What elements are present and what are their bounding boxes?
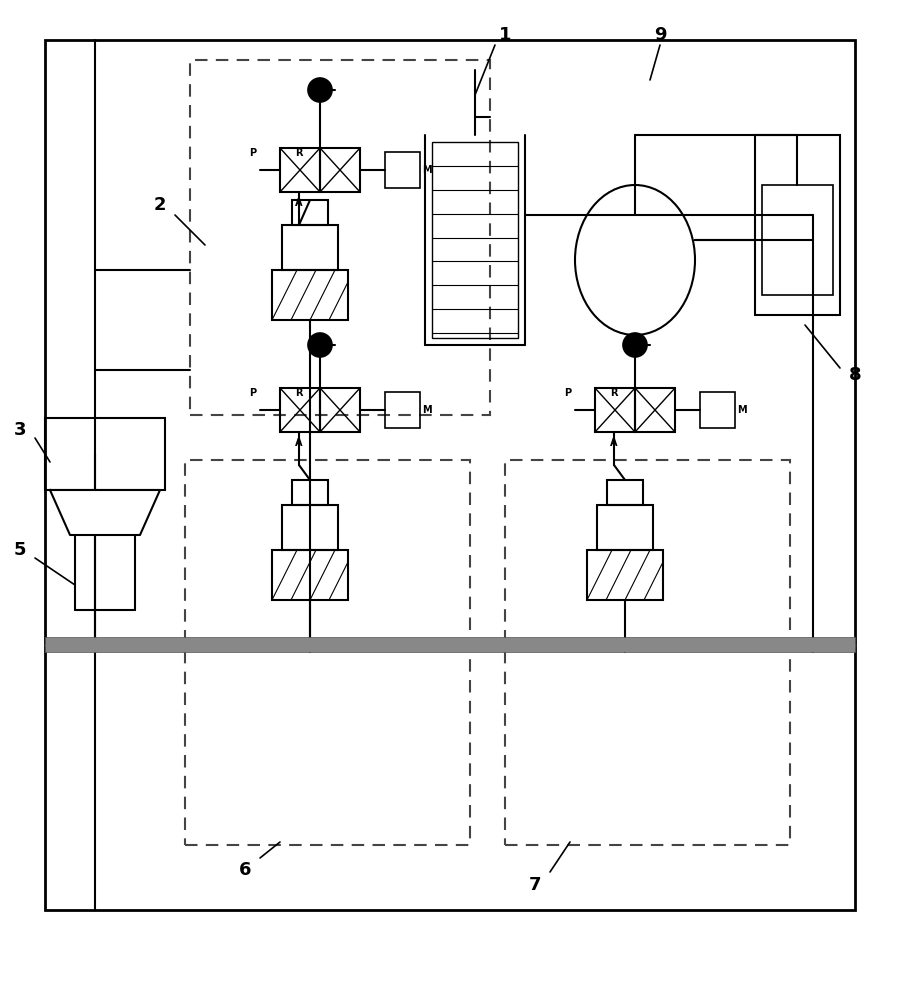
Text: M: M (422, 165, 431, 175)
Circle shape (623, 333, 647, 357)
Bar (607, 480, 643, 505)
Bar (432, 142, 518, 338)
Bar (587, 550, 663, 600)
Text: A: A (295, 438, 303, 448)
Bar (280, 388, 320, 432)
Bar (755, 135, 840, 315)
Text: 6: 6 (239, 861, 251, 879)
Bar (320, 148, 360, 192)
Text: 3: 3 (13, 421, 26, 439)
Polygon shape (50, 490, 160, 535)
Bar (700, 392, 735, 428)
Text: A: A (610, 438, 618, 448)
Bar (282, 225, 338, 270)
Bar (272, 550, 348, 600)
Circle shape (308, 333, 332, 357)
Bar (45, 40, 855, 910)
Text: 1: 1 (499, 26, 511, 44)
Text: P: P (249, 388, 257, 398)
Bar (272, 270, 348, 320)
Text: P: P (564, 388, 571, 398)
Bar (385, 152, 420, 188)
Bar (280, 148, 320, 192)
Bar (292, 200, 328, 225)
Bar (282, 505, 338, 550)
Text: P: P (249, 148, 257, 158)
Text: 7: 7 (528, 876, 541, 894)
Text: R: R (295, 388, 303, 398)
Bar (385, 392, 420, 428)
Circle shape (308, 78, 332, 102)
Bar (505, 460, 790, 845)
Bar (597, 505, 653, 550)
Text: A: A (295, 198, 303, 208)
Text: R: R (295, 148, 303, 158)
Text: 2: 2 (153, 196, 166, 214)
Text: R: R (610, 388, 618, 398)
Bar (185, 460, 470, 845)
Bar (292, 480, 328, 505)
Text: 8: 8 (849, 366, 861, 384)
Bar (762, 185, 833, 295)
Bar (45, 637, 855, 652)
Bar (635, 388, 675, 432)
Bar (45, 418, 165, 490)
Text: M: M (422, 405, 431, 415)
Bar (190, 60, 490, 415)
Text: 5: 5 (13, 541, 26, 559)
Text: 9: 9 (654, 26, 666, 44)
Bar (595, 388, 635, 432)
Text: M: M (737, 405, 747, 415)
Bar (320, 388, 360, 432)
